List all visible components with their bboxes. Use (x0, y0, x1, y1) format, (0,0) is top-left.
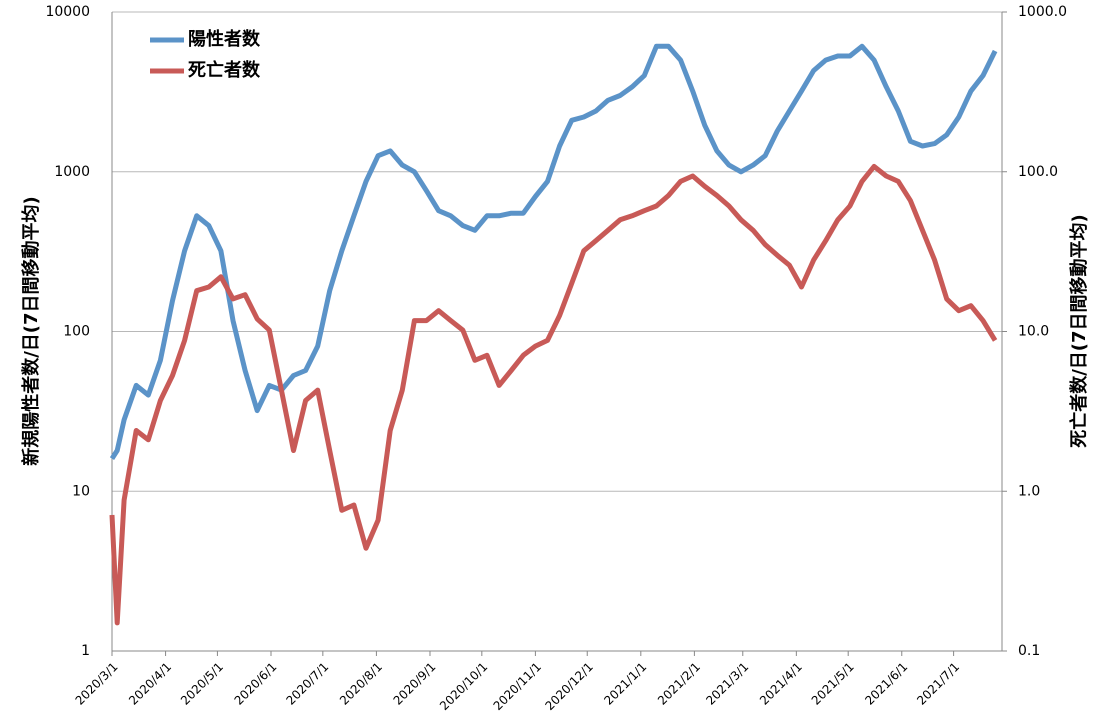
y-axis-title: 新規陽性者数/日(7日間移動平均) (20, 196, 42, 466)
y2-axis-title: 死亡者数/日(7日間移動平均) (1068, 214, 1090, 448)
y-tick-label: 10000 (45, 4, 90, 20)
y2-tick-label: 0.1 (1018, 643, 1040, 659)
y2-tick-label: 10.0 (1018, 324, 1049, 340)
y-tick-label: 100 (63, 324, 90, 340)
legend-label: 死亡者数 (188, 59, 261, 81)
y-tick-label: 1000 (54, 164, 90, 180)
series-line (109, 163, 998, 626)
y-tick-label: 10 (72, 483, 90, 499)
y2-tick-label: 100.0 (1018, 164, 1058, 180)
legend-label: 陽性者数 (188, 28, 261, 50)
y2-tick-label: 1000.0 (1018, 4, 1067, 20)
series-line (109, 43, 998, 460)
y2-tick-label: 1.0 (1018, 483, 1040, 499)
y-tick-label: 1 (81, 643, 90, 659)
